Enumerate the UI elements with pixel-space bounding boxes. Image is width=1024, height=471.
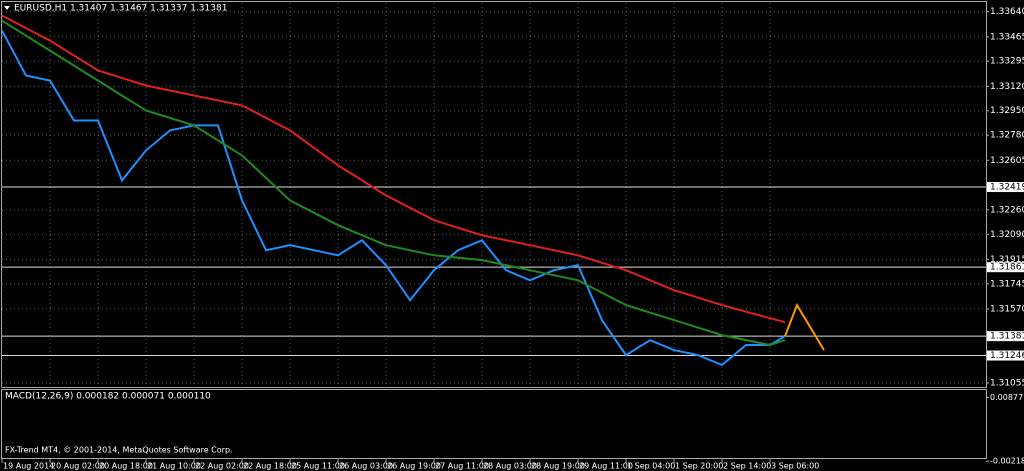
level-label: 1.31381 — [990, 332, 1024, 342]
y-tick-label: 1.32090 — [990, 230, 1024, 240]
y-tick-label: 1.33640 — [990, 7, 1024, 17]
y-tick-label: 1.32950 — [990, 106, 1024, 116]
x-tick-label: 1 Sep 04:00 — [627, 462, 675, 471]
x-tick-label: 20 Aug 02:00 — [51, 462, 105, 471]
level-label: 1.32419 — [990, 183, 1024, 193]
x-tick-label: 26 Aug 03:00 — [339, 462, 393, 471]
y-tick-label: 1.31915 — [990, 255, 1024, 265]
level-label-box — [987, 331, 1024, 342]
x-tick-label: 25 Aug 11:00 — [291, 462, 345, 471]
price-line — [1, 14, 786, 324]
level-label: 1.31861 — [990, 263, 1024, 273]
level-label-box — [987, 182, 1024, 193]
x-tick-label: 28 Aug 19:00 — [531, 462, 585, 471]
y-tick-label: 1.32605 — [990, 156, 1024, 166]
y-tick-label: 1.31745 — [990, 279, 1024, 289]
x-tick-label: 2 Sep 14:00 — [723, 462, 771, 471]
macd-title: MACD(12,26,9) 0.000182 0.000071 0.000110 — [5, 392, 211, 402]
y-tick-label: 1.32260 — [990, 205, 1024, 215]
chart-title: EURUSD,H1 1.31407 1.31467 1.31337 1.3138… — [14, 4, 227, 14]
y-tick-label: 1.33295 — [990, 57, 1024, 67]
macd-frame — [1, 389, 987, 459]
y-tick-label: 0.00877 — [990, 393, 1023, 402]
price-line — [1, 30, 786, 367]
price-line — [1, 19, 786, 347]
footer: FX-Trend MT4, © 2001-2014, MetaQuotes So… — [5, 446, 233, 455]
y-tick-label: -0.00218 — [990, 457, 1024, 466]
x-tick-label: 26 Aug 19:00 — [387, 462, 441, 471]
y-tick-label: 1.33120 — [990, 82, 1024, 92]
y-tick-label: 1.31570 — [990, 304, 1024, 314]
x-tick-label: 19 Aug 2014 — [3, 462, 54, 471]
menu-icon[interactable] — [4, 6, 10, 10]
y-tick-label: 1.33465 — [990, 32, 1024, 42]
x-tick-label: 20 Aug 18:00 — [99, 462, 153, 471]
level-label: 1.31246 — [990, 351, 1024, 361]
y-tick-label: 1.32780 — [990, 131, 1024, 141]
price-line — [784, 302, 825, 351]
x-tick-label: 28 Aug 03:00 — [483, 462, 537, 471]
x-tick-label: 3 Sep 06:00 — [771, 462, 819, 471]
level-label-box — [987, 262, 1024, 273]
x-tick-label: 29 Aug 11:00 — [579, 462, 633, 471]
x-tick-label: 21 Aug 10:00 — [147, 462, 201, 471]
level-label-box — [987, 350, 1024, 361]
x-tick-label: 22 Aug 02:00 — [195, 462, 249, 471]
x-tick-label: 22 Aug 18:00 — [243, 462, 297, 471]
x-tick-label: 27 Aug 11:00 — [435, 462, 489, 471]
x-tick-label: 1 Sep 20:00 — [675, 462, 723, 471]
main-frame — [1, 1, 987, 388]
y-tick-label: 1.31055 — [990, 378, 1024, 388]
